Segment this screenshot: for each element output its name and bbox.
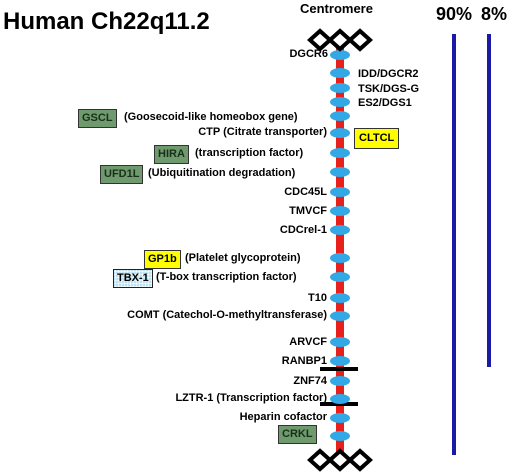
gene-ufd1l-desc: (Ubiquitination degradation) [148, 167, 296, 179]
gene-marker-20 [330, 413, 350, 423]
gene-hira-desc: (transcription factor) [195, 147, 304, 159]
gene-tsk: TSK/DGS-G [358, 83, 420, 95]
gene-marker-4 [330, 97, 350, 107]
breakpoint-line-1 [320, 367, 358, 371]
gene-ctp: CTP (Citrate transporter) [198, 126, 327, 138]
gene-arvcf: ARVCF [289, 336, 327, 348]
gene-marker-3 [330, 83, 350, 93]
gene-gscl-desc: (Goosecoid-like homeobox gene) [124, 111, 298, 123]
centromere-bottom [307, 448, 373, 472]
bar-8-percent [487, 34, 491, 367]
gene-tbx1-desc: (T-box transcription factor) [156, 271, 297, 283]
gene-cdc45l: CDC45L [284, 186, 327, 198]
gene-crkl-box: CRKL [278, 425, 317, 444]
gene-t10: T10 [308, 292, 327, 304]
percent-label-8: 8% [481, 4, 508, 24]
gene-marker-15 [330, 311, 350, 321]
gene-marker-1 [330, 50, 350, 60]
gene-marker-8 [330, 167, 350, 177]
gene-marker-11 [330, 225, 350, 235]
gene-markers [330, 50, 350, 441]
gene-es2: ES2/DGS1 [358, 97, 412, 109]
gene-heparin: Heparin cofactor [239, 411, 327, 423]
breakpoint-line-2 [320, 402, 358, 406]
gene-gp1b-desc: (Platelet glycoprotein) [185, 252, 301, 264]
gene-tmvcf: TMVCF [289, 205, 327, 217]
chromosome-line [336, 40, 344, 461]
gene-idd: IDD/DGCR2 [358, 68, 419, 80]
percent-label-90: 90% [436, 4, 473, 24]
gene-marker-17 [330, 356, 350, 366]
gene-cdcrel: CDCrel-1 [279, 224, 327, 236]
page-title: Human Ch22q11.2 [3, 8, 210, 35]
gene-ranbp1: RANBP1 [281, 355, 327, 367]
gene-marker-18 [330, 376, 350, 386]
gene-marker-5 [330, 111, 350, 121]
gene-dgcr6: DGCR6 [289, 48, 328, 60]
gene-marker-14 [330, 293, 350, 303]
gene-comt: COMT (Catechol-O-methyltransferase) [127, 309, 327, 321]
gene-marker-6 [330, 128, 350, 138]
gene-marker-2 [330, 68, 350, 78]
gene-marker-9 [330, 187, 350, 197]
bar-90-percent [452, 34, 456, 455]
gene-znf74: ZNF74 [293, 375, 327, 387]
gene-cltcl-box: CLTCL [354, 128, 400, 149]
gene-marker-21 [330, 431, 350, 441]
gene-marker-16 [330, 337, 350, 347]
gene-marker-7 [330, 148, 350, 158]
gene-gp1b-box: GP1b [144, 250, 181, 269]
gene-marker-13 [330, 272, 350, 282]
gene-hira-box: HIRA [154, 145, 189, 164]
gene-marker-10 [330, 206, 350, 216]
gene-marker-12 [330, 253, 350, 263]
gene-tbx1-box: TBX-1 [113, 269, 153, 288]
gene-ufd1l-box: UFD1L [100, 165, 144, 184]
centromere-top [307, 28, 373, 52]
gene-gscl-box: GSCL [78, 109, 117, 128]
gene-marker-19 [330, 394, 350, 404]
centromere-label: Centromere [300, 1, 373, 16]
gene-lztr1: LZTR-1 (Transcription factor) [175, 392, 327, 404]
